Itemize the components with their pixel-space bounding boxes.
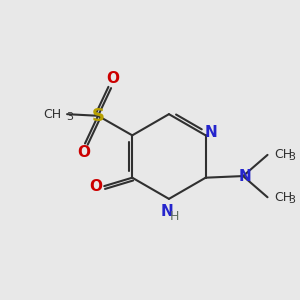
Text: N: N — [161, 204, 174, 219]
Text: N: N — [205, 124, 218, 140]
Text: 3: 3 — [288, 152, 295, 163]
Text: S: S — [92, 107, 104, 125]
Text: H: H — [170, 210, 179, 223]
Text: N: N — [238, 169, 251, 184]
Text: 3: 3 — [67, 112, 73, 122]
Text: 3: 3 — [288, 195, 295, 205]
Text: CH: CH — [275, 191, 293, 204]
Text: O: O — [77, 145, 90, 160]
Text: CH: CH — [43, 108, 61, 121]
Text: CH: CH — [275, 148, 293, 161]
Text: O: O — [106, 71, 119, 86]
Text: O: O — [89, 178, 103, 194]
